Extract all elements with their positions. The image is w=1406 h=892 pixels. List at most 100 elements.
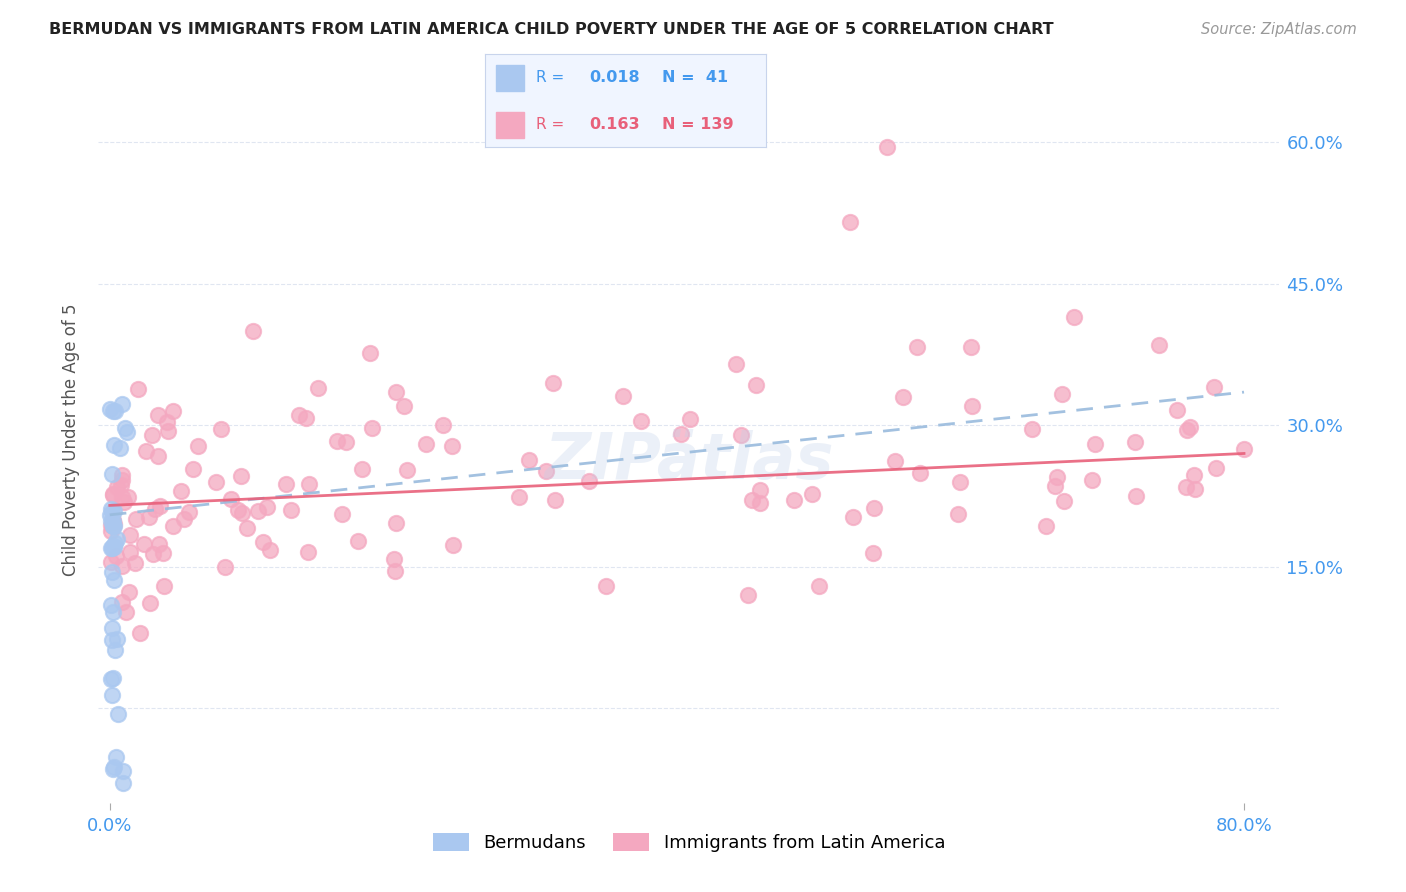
Point: [138, 596, 160, 610]
Point: [543, 376, 565, 391]
Point: [103, 540, 125, 554]
Point: [141, 428, 163, 442]
Point: [595, 579, 617, 593]
Point: [125, 512, 148, 526]
Point: [127, 382, 149, 396]
Point: [842, 509, 865, 524]
Point: [101, 605, 124, 619]
Point: [335, 435, 357, 450]
Text: R =: R =: [536, 117, 569, 132]
Point: [350, 462, 373, 476]
Point: [891, 390, 914, 404]
Point: [347, 534, 370, 549]
Point: [360, 421, 382, 435]
Point: [1046, 470, 1069, 484]
Point: [1081, 473, 1104, 487]
Point: [129, 625, 152, 640]
Point: [105, 532, 128, 546]
Point: [1035, 519, 1057, 533]
Point: [1063, 310, 1085, 324]
Point: [101, 487, 124, 501]
Point: [297, 544, 319, 558]
Point: [115, 425, 138, 440]
Point: [730, 427, 752, 442]
Point: [103, 504, 125, 518]
Point: [242, 324, 264, 338]
Point: [1147, 338, 1170, 352]
Point: [737, 588, 759, 602]
Point: [101, 467, 124, 481]
Point: [170, 483, 193, 498]
Point: [138, 509, 160, 524]
Point: [307, 381, 329, 395]
Point: [630, 414, 652, 428]
Point: [907, 340, 929, 354]
Point: [544, 493, 567, 508]
Point: [100, 672, 122, 686]
Point: [100, 598, 122, 612]
Point: [148, 408, 170, 422]
Point: [143, 501, 166, 516]
Point: [118, 545, 141, 559]
Point: [173, 511, 195, 525]
Point: [152, 546, 174, 560]
Point: [124, 557, 146, 571]
Point: [209, 422, 232, 436]
Point: [749, 483, 772, 498]
Point: [155, 415, 177, 429]
Point: [101, 541, 124, 555]
Point: [392, 399, 415, 413]
Point: [101, 514, 124, 528]
Point: [432, 418, 454, 433]
Point: [288, 409, 311, 423]
Point: [101, 519, 124, 533]
Point: [359, 346, 381, 360]
Point: [326, 434, 349, 448]
Point: [1233, 442, 1256, 456]
Point: [111, 468, 134, 483]
FancyBboxPatch shape: [496, 112, 524, 138]
Point: [415, 437, 437, 451]
Point: [101, 762, 124, 776]
Point: [534, 464, 557, 478]
Point: [205, 475, 228, 489]
Point: [783, 493, 806, 508]
Point: [135, 443, 157, 458]
Point: [807, 579, 830, 593]
Point: [162, 519, 184, 533]
Text: 0.018: 0.018: [589, 70, 640, 85]
Point: [103, 643, 125, 657]
Point: [219, 492, 242, 507]
Point: [960, 340, 983, 354]
Point: [105, 480, 128, 494]
Point: [297, 477, 319, 491]
Point: [280, 502, 302, 516]
Point: [229, 469, 252, 483]
Point: [118, 528, 141, 542]
Point: [214, 560, 236, 574]
Point: [103, 760, 125, 774]
Point: [862, 546, 884, 560]
Point: [100, 524, 122, 538]
Point: [177, 505, 200, 519]
Point: [1045, 479, 1067, 493]
Point: [100, 517, 122, 532]
Point: [384, 564, 406, 578]
Point: [104, 749, 127, 764]
Point: [153, 579, 176, 593]
Point: [101, 403, 124, 417]
Point: [111, 764, 134, 778]
Point: [157, 424, 180, 438]
Point: [187, 439, 209, 453]
Text: Source: ZipAtlas.com: Source: ZipAtlas.com: [1201, 22, 1357, 37]
Point: [181, 462, 204, 476]
Point: [111, 397, 134, 411]
Point: [1178, 420, 1201, 434]
Point: [105, 549, 128, 563]
Point: [103, 516, 125, 531]
Point: [276, 477, 298, 491]
Point: [669, 426, 692, 441]
Point: [800, 486, 823, 500]
Point: [1205, 460, 1227, 475]
FancyBboxPatch shape: [496, 65, 524, 91]
